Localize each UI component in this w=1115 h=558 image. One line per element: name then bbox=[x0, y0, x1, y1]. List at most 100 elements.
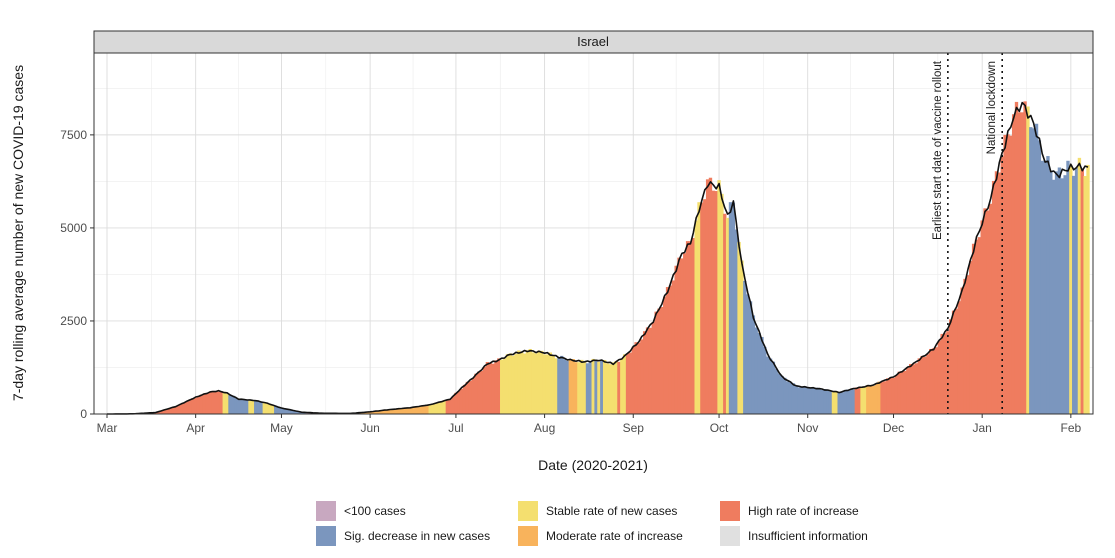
daily-bar bbox=[949, 319, 953, 414]
daily-bar bbox=[211, 390, 215, 414]
daily-bar bbox=[834, 391, 838, 414]
daily-bar bbox=[808, 388, 813, 414]
daily-bar bbox=[605, 363, 610, 414]
daily-bar bbox=[688, 241, 693, 414]
daily-bar bbox=[748, 301, 753, 414]
daily-bar bbox=[608, 364, 613, 414]
daily-bar bbox=[720, 193, 724, 414]
daily-bar bbox=[505, 354, 510, 414]
daily-bar bbox=[371, 411, 375, 414]
daily-bar bbox=[803, 386, 807, 414]
daily-bar bbox=[857, 387, 861, 414]
daily-bar bbox=[242, 399, 246, 414]
daily-bar bbox=[823, 389, 827, 414]
daily-bar bbox=[989, 203, 993, 414]
daily-bar bbox=[866, 385, 870, 414]
daily-bar bbox=[680, 258, 684, 414]
legend-swatch bbox=[720, 501, 740, 521]
daily-bar bbox=[282, 408, 286, 414]
daily-bar bbox=[179, 403, 184, 414]
daily-bar bbox=[497, 358, 501, 414]
daily-bar bbox=[843, 390, 847, 414]
daily-bar bbox=[577, 362, 581, 414]
daily-bar bbox=[863, 386, 867, 414]
legend-swatch bbox=[316, 501, 336, 521]
daily-bar bbox=[465, 381, 470, 414]
daily-bar bbox=[234, 397, 238, 414]
daily-bar bbox=[977, 237, 981, 414]
legend-swatch bbox=[518, 501, 538, 521]
daily-bar bbox=[997, 172, 1002, 414]
daily-bar bbox=[951, 310, 956, 414]
daily-bar bbox=[479, 370, 484, 414]
x-axis-title: Date (2020-2021) bbox=[538, 457, 648, 473]
daily-bar bbox=[969, 260, 973, 414]
legend-swatch bbox=[316, 526, 336, 546]
daily-bar bbox=[788, 382, 793, 414]
daily-bar bbox=[271, 405, 275, 414]
daily-bar bbox=[614, 361, 618, 414]
daily-bar bbox=[171, 407, 175, 414]
daily-bar bbox=[914, 363, 919, 414]
daily-bar bbox=[434, 402, 438, 414]
daily-bar bbox=[754, 327, 758, 414]
daily-bar bbox=[725, 217, 730, 414]
daily-bar bbox=[459, 388, 464, 414]
daily-bar bbox=[391, 409, 395, 414]
daily-bar bbox=[1080, 168, 1084, 414]
daily-bar bbox=[285, 409, 289, 414]
daily-bar bbox=[574, 362, 578, 414]
daily-bar bbox=[794, 385, 798, 414]
daily-bar bbox=[854, 387, 859, 414]
daily-bar bbox=[500, 359, 504, 414]
daily-bar bbox=[637, 342, 641, 414]
daily-bar bbox=[399, 408, 404, 414]
daily-bar bbox=[1054, 171, 1059, 414]
daily-bar bbox=[1026, 106, 1030, 414]
daily-bar bbox=[262, 402, 266, 414]
daily-bar bbox=[520, 351, 524, 414]
daily-bar bbox=[511, 355, 515, 414]
daily-bar bbox=[826, 390, 830, 414]
daily-bar bbox=[156, 411, 161, 414]
daily-bar bbox=[806, 387, 810, 414]
daily-bar bbox=[454, 392, 458, 414]
daily-bar bbox=[445, 399, 450, 414]
daily-bar bbox=[751, 315, 756, 414]
daily-bar bbox=[488, 363, 492, 414]
daily-bar bbox=[708, 177, 713, 414]
daily-bar bbox=[188, 399, 192, 414]
daily-bar bbox=[474, 373, 478, 414]
daily-bar bbox=[1011, 114, 1016, 414]
daily-bar bbox=[216, 391, 221, 414]
daily-bar bbox=[276, 407, 281, 414]
daily-bar bbox=[1069, 164, 1073, 414]
daily-bar bbox=[368, 411, 372, 414]
daily-bar bbox=[296, 411, 301, 414]
daily-bar bbox=[231, 395, 235, 414]
daily-bar bbox=[562, 359, 567, 414]
daily-bar bbox=[265, 403, 269, 414]
daily-bar bbox=[731, 202, 736, 414]
daily-bar bbox=[1017, 112, 1022, 415]
daily-bar bbox=[462, 384, 467, 414]
daily-bar bbox=[248, 400, 252, 414]
daily-bar bbox=[162, 410, 166, 414]
daily-bar bbox=[525, 350, 530, 414]
daily-bar bbox=[228, 395, 232, 414]
daily-bar bbox=[691, 237, 695, 414]
daily-bar bbox=[888, 377, 893, 414]
daily-bar bbox=[245, 399, 249, 414]
daily-bar bbox=[182, 402, 186, 414]
daily-bar bbox=[954, 308, 959, 414]
daily-bar bbox=[193, 397, 198, 414]
daily-bar bbox=[288, 409, 292, 414]
daily-bar bbox=[1009, 135, 1013, 414]
daily-bar bbox=[617, 361, 621, 414]
daily-bar bbox=[937, 340, 941, 414]
y-tick-label: 5000 bbox=[60, 221, 87, 235]
daily-bar bbox=[848, 389, 853, 414]
x-tick-label: Jan bbox=[972, 421, 991, 435]
daily-bar bbox=[419, 405, 424, 414]
